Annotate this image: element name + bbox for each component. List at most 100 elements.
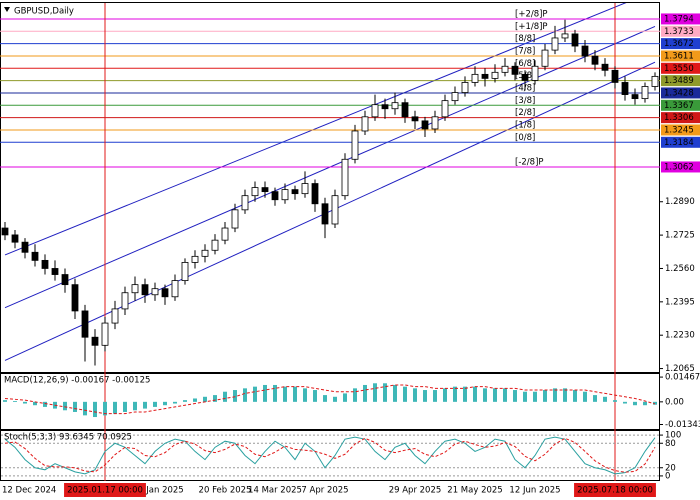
panel-title: GBPUSD,Daily bbox=[14, 7, 74, 17]
level-label: [0/8] bbox=[515, 133, 535, 143]
x-tick-label: 12 Dec 2024 bbox=[2, 486, 56, 496]
level-label: [1/8] bbox=[515, 120, 535, 130]
candle-body bbox=[611, 69, 619, 83]
histogram-bar bbox=[463, 386, 467, 402]
level-axis-box bbox=[661, 50, 700, 62]
level-label: [+2/8]P bbox=[515, 9, 548, 19]
candle-body bbox=[371, 104, 379, 118]
candle-body bbox=[351, 130, 359, 160]
highlight-label-box bbox=[64, 483, 146, 497]
histogram-bar bbox=[453, 386, 457, 402]
level-axis-label: 1.3428 bbox=[664, 88, 694, 98]
level-axis-box bbox=[661, 87, 700, 99]
histogram-bar bbox=[263, 384, 267, 402]
candle-body bbox=[431, 116, 439, 130]
candle-body bbox=[451, 92, 459, 102]
y-tick-label: 1.2065 bbox=[665, 364, 695, 374]
y-tick-label: 1.2890 bbox=[665, 197, 695, 207]
candle-body bbox=[101, 322, 109, 346]
level-axis-label: 1.3733 bbox=[664, 27, 694, 37]
candle-body bbox=[71, 284, 79, 312]
histogram-bar bbox=[73, 401, 77, 412]
histogram-bar bbox=[623, 401, 627, 404]
histogram-bar bbox=[593, 395, 597, 402]
y-tick-label: 0 bbox=[665, 471, 670, 481]
histogram-bar bbox=[93, 401, 97, 418]
candle-body bbox=[131, 284, 139, 294]
candle-body bbox=[421, 120, 429, 130]
histogram-bar bbox=[513, 390, 517, 402]
candle-body bbox=[591, 55, 599, 65]
candle-body bbox=[581, 45, 589, 57]
y-tick-label: 1.2395 bbox=[665, 297, 695, 307]
y-tick-label: 1.2725 bbox=[665, 231, 695, 241]
histogram-bar bbox=[163, 401, 167, 406]
histogram-bar bbox=[153, 401, 157, 407]
histogram-bar bbox=[423, 390, 427, 402]
level-axis-label: 1.3367 bbox=[664, 101, 694, 111]
level-label: [7/8] bbox=[515, 46, 535, 56]
candle-body bbox=[1, 227, 9, 236]
level-axis-box bbox=[661, 75, 700, 87]
x-tick-label: 21 May 2025 bbox=[447, 486, 502, 496]
candle-body bbox=[271, 191, 279, 201]
histogram-bar bbox=[213, 395, 217, 402]
level-axis-box bbox=[661, 136, 700, 148]
histogram-bar bbox=[553, 388, 557, 402]
histogram-bar bbox=[483, 388, 487, 402]
stoch-panel-frame bbox=[0, 430, 660, 481]
histogram-bar bbox=[343, 393, 347, 402]
candle-body bbox=[111, 308, 119, 324]
histogram-bar bbox=[233, 390, 237, 402]
plot-area bbox=[4, 3, 656, 361]
candle-body bbox=[481, 73, 489, 79]
histogram-bar bbox=[273, 384, 277, 402]
x-tick-label: 29 Apr 2025 bbox=[389, 486, 442, 496]
macd-panel-frame bbox=[0, 373, 660, 430]
panel-title: MACD(12,26,9) -0.00167 -0.00125 bbox=[4, 376, 150, 386]
candle-body bbox=[571, 33, 579, 47]
panel-title: Stoch(5,3,3) 93.6345 70.0925 bbox=[4, 433, 132, 443]
histogram-bar bbox=[533, 391, 537, 402]
candle-body bbox=[81, 310, 89, 338]
histogram-bar bbox=[383, 383, 387, 402]
candle-body bbox=[11, 234, 19, 243]
x-tick-label: 2025.01.17 00:00 bbox=[67, 486, 143, 496]
histogram-bar bbox=[223, 391, 227, 402]
histogram-bar bbox=[33, 401, 37, 406]
candle-body bbox=[121, 292, 129, 310]
histogram-bar bbox=[373, 383, 377, 402]
candle-body bbox=[461, 82, 469, 93]
level-label: [+1/8]P bbox=[515, 22, 548, 32]
candle-body bbox=[41, 259, 49, 269]
candle-body bbox=[511, 65, 519, 75]
level-axis-label: 1.3306 bbox=[664, 113, 694, 123]
level-axis-label: 1.3611 bbox=[664, 51, 694, 61]
candle-body bbox=[391, 102, 399, 110]
histogram-bar bbox=[283, 386, 287, 402]
level-axis-box bbox=[661, 112, 700, 124]
x-tick-label: 7 Apr 2025 bbox=[301, 486, 348, 496]
candle-body bbox=[311, 183, 319, 205]
histogram-bar bbox=[443, 388, 447, 402]
y-tick-label: 20 bbox=[665, 463, 676, 473]
histogram-bar bbox=[413, 388, 417, 402]
histogram-bar bbox=[3, 400, 7, 402]
candle-body bbox=[551, 37, 559, 51]
y-tick-label: 0.00 bbox=[665, 397, 684, 407]
candle-body bbox=[191, 255, 199, 263]
histogram-bar bbox=[63, 401, 67, 411]
x-tick-label: 14 Mar 2025 bbox=[248, 486, 302, 496]
candle-body bbox=[241, 195, 249, 211]
candle-body bbox=[341, 158, 349, 197]
candle-body bbox=[261, 187, 269, 193]
histogram-bar bbox=[583, 391, 587, 402]
histogram-bar bbox=[143, 401, 147, 409]
candle-body bbox=[281, 189, 289, 201]
candle-body bbox=[151, 288, 159, 296]
candle-body bbox=[331, 195, 339, 225]
histogram-bar bbox=[313, 390, 317, 402]
x-tick-label: 20 Feb 2025 bbox=[199, 486, 252, 496]
main-panel-frame bbox=[0, 2, 660, 373]
